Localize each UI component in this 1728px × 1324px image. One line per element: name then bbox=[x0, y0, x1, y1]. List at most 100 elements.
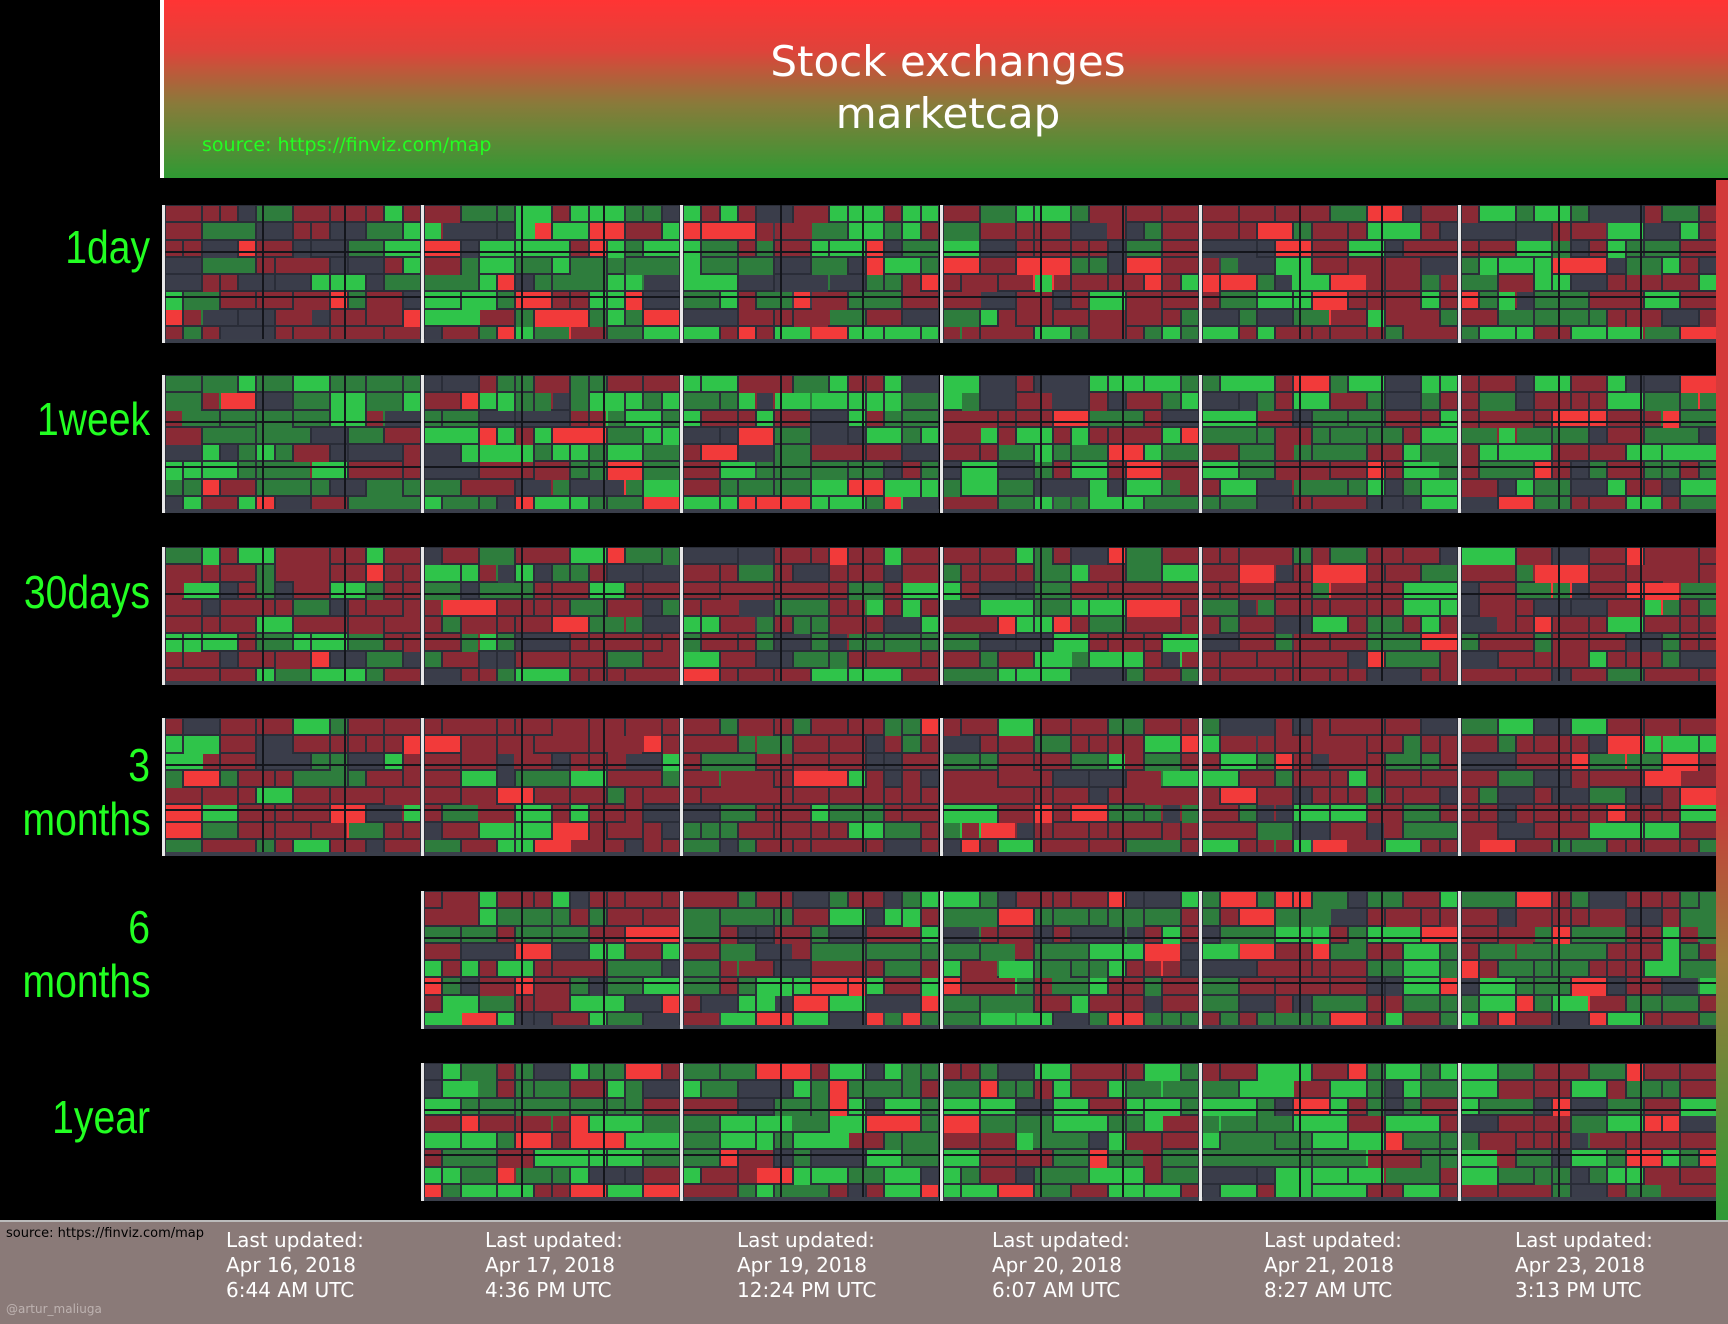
sector-divider bbox=[943, 251, 1199, 253]
tile-scrollbar bbox=[943, 681, 1199, 685]
heatmap-cell bbox=[1053, 410, 1089, 426]
sector-divider bbox=[1299, 1063, 1301, 1201]
heatmap-cell bbox=[1126, 892, 1144, 908]
heatmap-cell bbox=[330, 788, 384, 804]
heatmap-cell bbox=[534, 1064, 570, 1080]
heatmap-cell bbox=[757, 1167, 792, 1183]
heatmap-cell bbox=[1608, 719, 1643, 735]
sector-divider bbox=[683, 982, 939, 984]
heatmap-cell bbox=[921, 1012, 938, 1028]
heatmap-cell bbox=[330, 376, 366, 392]
heatmap-cell bbox=[425, 376, 442, 392]
heatmap-cell bbox=[166, 326, 183, 342]
page-title: Stock exchanges marketcap bbox=[770, 37, 1126, 138]
heatmap-cell bbox=[921, 427, 938, 443]
heatmap-cell bbox=[479, 634, 497, 650]
header-source-link[interactable]: source: https://finviz.com/map bbox=[202, 134, 492, 156]
sector-divider bbox=[424, 251, 680, 253]
heatmap-cell bbox=[425, 599, 442, 615]
heatmap-cell bbox=[202, 599, 219, 615]
heatmap-cell bbox=[757, 926, 774, 942]
heatmap-cell bbox=[1203, 634, 1238, 650]
heatmap-cell bbox=[1681, 1150, 1698, 1166]
heatmap-cell bbox=[1053, 1098, 1089, 1114]
last-updated-date: Apr 16, 2018 bbox=[226, 1253, 357, 1277]
heatmap-cell bbox=[1017, 410, 1052, 426]
heatmap-cell bbox=[1535, 410, 1552, 426]
heatmap-cell bbox=[1257, 275, 1275, 291]
heatmap-cell bbox=[644, 206, 661, 222]
heatmap-cell bbox=[425, 1150, 442, 1166]
heatmap-cell bbox=[367, 206, 384, 222]
heatmap-cell bbox=[775, 309, 792, 325]
heatmap-cell bbox=[1349, 292, 1366, 308]
heatmap-cell bbox=[1145, 326, 1162, 343]
heatmap-cell bbox=[626, 206, 643, 222]
heatmap-cell bbox=[644, 978, 679, 994]
heatmap-cell bbox=[644, 651, 679, 667]
heatmap-cell bbox=[1385, 565, 1421, 581]
right-edge-strip bbox=[1716, 180, 1728, 1220]
heatmap-cell bbox=[866, 599, 884, 615]
heatmap-cell bbox=[425, 1081, 442, 1097]
heatmap-cell bbox=[498, 427, 515, 443]
heatmap-cell bbox=[775, 223, 810, 239]
heatmap-cell bbox=[1462, 943, 1479, 959]
heatmap-cell bbox=[644, 326, 679, 343]
heatmap-cell bbox=[1203, 943, 1238, 959]
heatmap-cell bbox=[1404, 1184, 1439, 1200]
heatmap-cell bbox=[944, 599, 979, 615]
heatmap-cell bbox=[479, 1098, 515, 1114]
heatmap-cell bbox=[571, 479, 625, 495]
heatmap-cell bbox=[998, 839, 1034, 855]
heatmap-cell bbox=[1663, 599, 1680, 615]
heatmap-cell bbox=[257, 206, 292, 222]
heatmap-cell bbox=[1681, 240, 1716, 256]
heatmap-cell bbox=[498, 1064, 515, 1080]
heatmap-cell bbox=[1053, 770, 1089, 786]
heatmap-cell bbox=[962, 1064, 979, 1080]
heatmap-cell bbox=[1663, 496, 1680, 512]
heatmap-cell bbox=[1090, 1133, 1107, 1149]
footer-source-link[interactable]: source: https://finviz.com/map bbox=[6, 1226, 204, 1241]
heatmap-cell bbox=[516, 719, 551, 735]
heatmap-cell bbox=[885, 788, 902, 804]
heatmap-cell bbox=[1072, 926, 1125, 942]
heatmap-cell bbox=[1498, 1184, 1552, 1201]
heatmap-cell bbox=[1203, 599, 1238, 615]
heatmap-cell bbox=[1663, 257, 1680, 273]
heatmap-cell bbox=[866, 275, 884, 291]
heatmap-cell bbox=[1663, 651, 1680, 667]
sector-divider bbox=[780, 375, 782, 513]
heatmap-cell bbox=[644, 427, 661, 443]
tile-scrollbar bbox=[165, 852, 421, 856]
heatmap-cell bbox=[1663, 462, 1680, 478]
heatmap-cell bbox=[498, 961, 533, 977]
heatmap-cell bbox=[589, 582, 625, 598]
sector-divider bbox=[1558, 718, 1560, 856]
last-updated-block: Last updated: Apr 23, 2018 3:13 PM UTC bbox=[1515, 1228, 1653, 1303]
heatmap-cell bbox=[1553, 1167, 1570, 1183]
heatmap-cell bbox=[1181, 1184, 1198, 1201]
heatmap-cell bbox=[1535, 805, 1570, 821]
heatmap-cell bbox=[1294, 223, 1311, 239]
heatmap-cell bbox=[479, 961, 497, 977]
heatmap-cell bbox=[1608, 1150, 1625, 1166]
heatmap-tile bbox=[1458, 891, 1717, 1029]
heatmap-cell bbox=[239, 206, 256, 222]
heatmap-cell bbox=[385, 719, 420, 735]
heatmap-cell bbox=[848, 427, 865, 443]
sector-divider bbox=[521, 547, 523, 685]
heatmap-cell bbox=[866, 427, 902, 443]
heatmap-cell bbox=[498, 719, 515, 735]
heatmap-cell bbox=[662, 1064, 679, 1080]
heatmap-cell bbox=[775, 565, 792, 581]
heatmap-cell bbox=[903, 410, 938, 426]
heatmap-cell bbox=[1385, 376, 1421, 392]
heatmap-tile bbox=[680, 547, 939, 685]
heatmap-cell bbox=[980, 548, 1016, 564]
heatmap-cell bbox=[330, 651, 366, 667]
heatmap-cell bbox=[1145, 1167, 1162, 1183]
tile-scrollbar bbox=[1461, 681, 1717, 685]
tile-scrollbar bbox=[165, 681, 421, 685]
